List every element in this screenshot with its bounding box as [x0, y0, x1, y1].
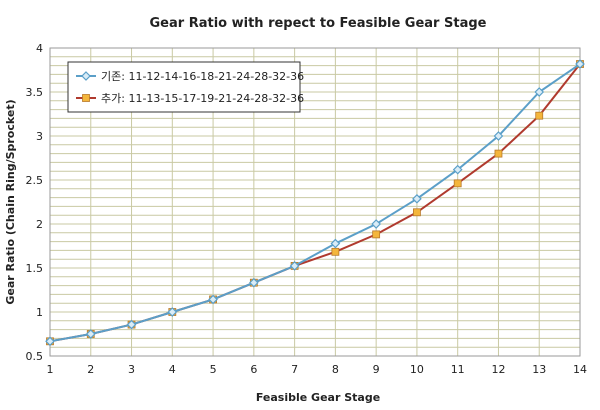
y-tick-label: 0.5 [26, 350, 44, 363]
data-point [494, 149, 503, 158]
legend-label: 추가: 11-13-15-17-19-21-24-28-32-36 [101, 92, 304, 105]
x-tick-label: 13 [532, 363, 546, 376]
y-tick-label: 3 [36, 130, 43, 143]
legend-marker [81, 71, 91, 81]
plot-border [49, 47, 581, 357]
x-tick-label: 12 [491, 363, 505, 376]
data-point [372, 230, 381, 239]
data-point [330, 238, 341, 249]
y-tick-label: 2.5 [26, 174, 44, 187]
data-point [85, 329, 96, 339]
x-tick-label: 8 [332, 363, 339, 376]
x-tick-label: 4 [169, 363, 176, 376]
data-point [331, 247, 340, 256]
x-tick-label: 14 [573, 363, 587, 376]
data-point [452, 164, 463, 175]
data-point [167, 307, 178, 317]
y-tick-label: 2 [36, 218, 43, 231]
data-point [126, 319, 137, 330]
legend: 기존: 11-12-14-16-18-21-24-28-32-36 추가: 11-… [67, 61, 304, 113]
legend-entry: 추가: 11-13-15-17-19-21-24-28-32-36 [76, 92, 304, 105]
data-point [248, 277, 259, 288]
legend-marker [82, 94, 90, 102]
series-layer [45, 59, 585, 347]
legend-label: 기존: 11-12-14-16-18-21-24-28-32-36 [101, 70, 304, 83]
data-point [289, 261, 300, 271]
data-point [208, 294, 218, 305]
data-point [535, 111, 544, 120]
y-tick-label: 1.5 [26, 262, 44, 275]
axes: 0.511.522.533.541 2 3 4 5 6 7 8 9 10 11 12 13 14 [26, 42, 588, 376]
y-tick-label: 4 [36, 42, 43, 55]
x-tick-label: 2 [87, 363, 94, 376]
x-tick-label: 10 [410, 363, 424, 376]
x-tick-label: 7 [291, 363, 298, 376]
x-axis-label: Feasible Gear Stage [256, 391, 380, 404]
series-1 [45, 59, 585, 347]
x-tick-label: 9 [373, 363, 380, 376]
x-tick-label: 5 [210, 363, 217, 376]
x-tick-label: 6 [250, 363, 257, 376]
data-point [493, 131, 504, 141]
legend-entry: 기존: 11-12-14-16-18-21-24-28-32-36 [76, 70, 304, 83]
chart-title: Gear Ratio with repect to Feasible Gear … [150, 16, 487, 31]
y-tick-label: 3.5 [26, 86, 44, 99]
y-axis-label: Gear Ratio (Chain Ring/Sprocket) [4, 99, 17, 304]
y-tick-label: 1 [36, 306, 43, 319]
data-point [575, 59, 585, 69]
x-tick-label: 3 [128, 363, 135, 376]
data-point [45, 336, 55, 347]
legend-box [67, 61, 301, 113]
series-line [49, 63, 581, 343]
x-tick-label: 1 [47, 363, 54, 376]
data-point [412, 193, 422, 204]
x-tick-label: 11 [451, 363, 465, 376]
data-point [453, 179, 462, 188]
data-point [371, 219, 382, 229]
data-point [413, 208, 421, 217]
data-point [534, 87, 545, 97]
